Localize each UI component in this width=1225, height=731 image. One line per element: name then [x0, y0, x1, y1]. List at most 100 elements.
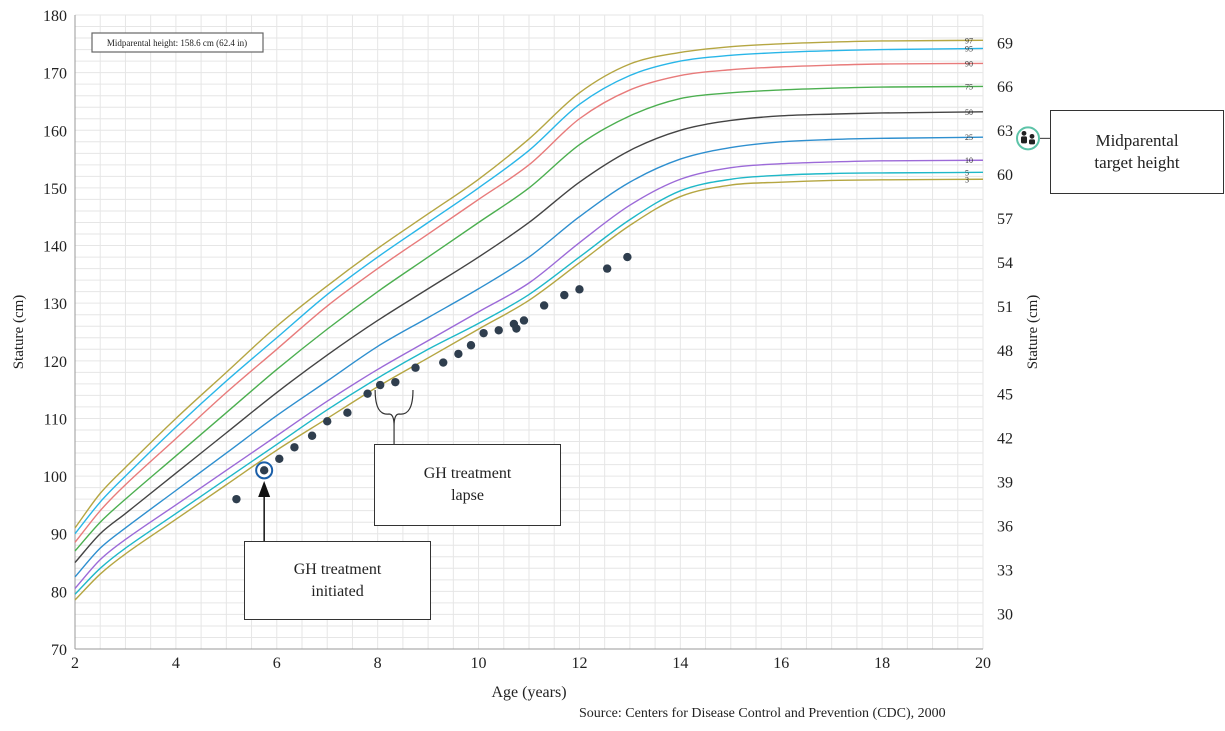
gh-lapse-line1: GH treatment [423, 465, 512, 482]
y-tick-label: 130 [43, 296, 67, 313]
initiated-arrow-head [258, 481, 271, 497]
percentile-curve-90 [74, 62, 984, 543]
patient-point [623, 252, 632, 262]
chart-annotations: Midparental height: 158.6 cm (62.4 in) [91, 32, 1050, 541]
family-icon-body [1021, 136, 1027, 144]
x-tick-label: 12 [571, 655, 587, 672]
percentile-label-50: 50 [965, 108, 973, 117]
x-tick-label: 14 [672, 655, 688, 672]
patient-point [560, 290, 569, 300]
x-tick-label: 6 [273, 655, 281, 672]
midparental-legend-text: Midparental height: 158.6 cm (62.4 in) [107, 38, 247, 48]
patient-point [454, 349, 463, 359]
patient-point [232, 494, 241, 504]
patient-point [307, 431, 317, 440]
x-tick-label: 20 [975, 655, 991, 672]
right-tick-label: 36 [997, 518, 1013, 535]
percentile-curve-25 [74, 136, 984, 578]
right-tick-label: 69 [997, 35, 1013, 52]
x-tick-label: 18 [874, 655, 890, 672]
patient-point [519, 316, 529, 325]
x-tick-label: 4 [172, 655, 180, 672]
chart-axes [74, 15, 983, 650]
patient-point [391, 377, 400, 387]
patient-point [575, 285, 584, 294]
percentile-label-95: 95 [965, 44, 973, 53]
right-tick-label: 39 [997, 475, 1013, 492]
percentile-curve-5 [74, 171, 984, 595]
gh-initiated-line1: GH treatment [293, 561, 382, 578]
percentile-curve-50 [74, 111, 984, 564]
y-axis-title-right: Stature (cm) [1025, 295, 1041, 370]
y-tick-label: 170 [43, 66, 67, 83]
family-icon-head [1021, 130, 1027, 136]
percentile-label-97: 97 [965, 36, 973, 45]
right-tick-label: 63 [997, 123, 1013, 140]
right-tick-label: 66 [997, 79, 1013, 96]
y-tick-label: 120 [43, 354, 67, 371]
midparental-target-line1: Midparental [1095, 131, 1179, 150]
right-tick-label: 57 [997, 211, 1013, 228]
right-tick-label: 54 [997, 255, 1013, 272]
family-icon [1016, 126, 1040, 151]
patient-point [411, 363, 420, 372]
right-tick-label: 51 [997, 299, 1013, 316]
x-tick-label: 10 [471, 655, 487, 672]
percentile-curve-97 [74, 39, 984, 529]
percentile-curve-3 [74, 178, 984, 601]
patient-point [363, 389, 372, 398]
right-tick-label: 42 [997, 431, 1013, 448]
right-tick-label: 48 [997, 343, 1013, 360]
patient-points [232, 252, 632, 504]
y-tick-label: 180 [43, 8, 67, 25]
gh-lapse-line2: lapse [451, 487, 484, 504]
family-icon-head [1029, 133, 1035, 139]
percentile-label-75: 75 [965, 82, 973, 91]
patient-point [375, 380, 385, 390]
gh-initiated-line2: initiated [311, 583, 364, 600]
chart-labels: 70 80 90 100 110 120 130 140 150 160 170 180 2 4 6 8 10 1… [11, 8, 1041, 701]
source-note: Source: Centers for Disease Control and … [579, 706, 946, 721]
right-tick-label: 30 [997, 606, 1013, 623]
patient-point [343, 408, 352, 417]
patient-point [439, 358, 448, 367]
y-tick-label: 110 [44, 411, 67, 428]
patient-point [275, 454, 284, 463]
patient-point [494, 326, 503, 335]
patient-point [259, 466, 269, 475]
y-tick-label: 100 [43, 469, 67, 486]
patient-point [479, 328, 488, 338]
percentile-label-25: 25 [965, 133, 973, 142]
percentile-curve-75 [74, 85, 984, 552]
x-tick-label: 8 [374, 655, 382, 672]
right-tick-label: 45 [997, 387, 1013, 404]
y-tick-label: 160 [43, 123, 67, 140]
patient-point [466, 341, 476, 350]
y-tick-label: 140 [43, 239, 67, 256]
y-tick-label: 70 [51, 642, 67, 659]
x-tick-label: 16 [773, 655, 789, 672]
percentile-label-90: 90 [965, 59, 973, 68]
midparental-target-box: Midparental target height [1050, 110, 1224, 194]
percentile-curve-10 [74, 159, 984, 589]
patient-point [290, 443, 299, 452]
percentile-curves [74, 39, 984, 601]
patient-point [512, 324, 521, 333]
percentile-label-5: 5 [965, 168, 969, 177]
percentile-label-10: 10 [965, 156, 973, 165]
patient-point [323, 417, 332, 426]
percentile-curve-95 [74, 47, 984, 535]
right-tick-label: 33 [997, 562, 1013, 579]
chart-grid [74, 14, 984, 650]
midparental-target-line2: target height [1094, 153, 1180, 172]
gh-lapse-box: GH treatment lapse [374, 444, 561, 526]
patient-point [602, 264, 612, 273]
gh-initiated-box: GH treatment initiated [244, 541, 431, 620]
family-icon-body [1029, 139, 1035, 145]
x-axis-title: Age (years) [491, 684, 566, 701]
patient-point [539, 301, 549, 310]
percentile-label-3: 3 [965, 175, 969, 184]
y-tick-label: 90 [51, 527, 67, 544]
x-tick-label: 2 [71, 655, 79, 672]
